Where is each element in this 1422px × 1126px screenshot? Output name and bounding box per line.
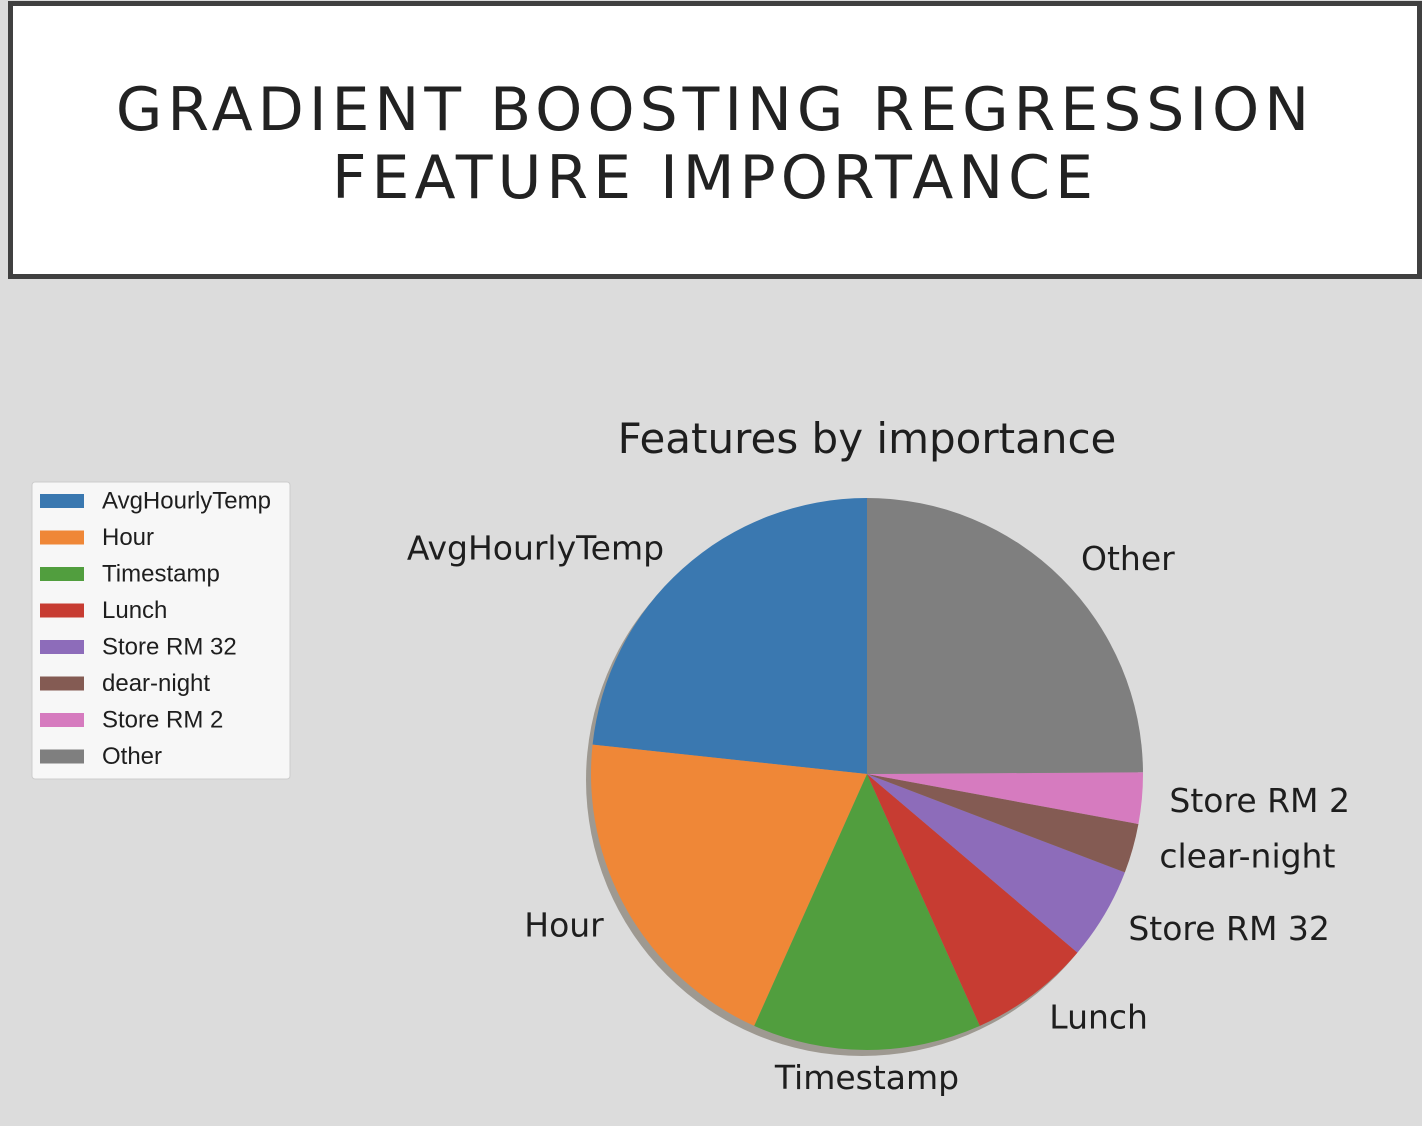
legend-label: Other	[102, 743, 162, 770]
legend-swatch	[40, 494, 84, 508]
legend-label: Hour	[102, 524, 154, 551]
legend-label: AvgHourlyTemp	[102, 488, 271, 515]
pie-label-hour: Hour	[524, 906, 604, 945]
pie-slice-timestamp	[754, 774, 980, 1050]
pie-slice-clear-night	[867, 774, 1139, 873]
legend-item-clear-night: dear-night	[40, 670, 210, 697]
legend-swatch	[40, 530, 84, 545]
legend-item-avghourlytemp: AvgHourlyTemp	[40, 488, 271, 515]
legend-item-other: Other	[40, 743, 162, 770]
legend-item-store-rm-32: Store RM 32	[40, 634, 237, 661]
pie-label-other: Other	[1081, 539, 1175, 578]
chart-title: Features by importance	[618, 414, 1117, 463]
legend-item-lunch: Lunch	[40, 597, 167, 624]
slide-title-line2: FEATURE IMPORTANCE	[332, 143, 1098, 213]
legend-label: Timestamp	[102, 561, 220, 588]
pie-slice-avghourlytemp	[592, 498, 867, 774]
pie-label-lunch: Lunch	[1049, 997, 1148, 1036]
legend-swatch	[40, 640, 84, 654]
pie-label-store-rm-32: Store RM 32	[1128, 909, 1330, 948]
pie-slice-other	[867, 498, 1143, 774]
pie-slice-store-rm-32	[867, 774, 1125, 953]
legend-swatch	[40, 567, 84, 581]
pie-slice-lunch	[867, 774, 1078, 1026]
legend-box	[31, 481, 291, 780]
legend-item-hour: Hour	[40, 524, 154, 551]
legend: AvgHourlyTemp Hour Timestamp Lunch Store RM …	[31, 481, 291, 780]
pie-slices	[591, 498, 1143, 1050]
legend-label: dear-night	[102, 670, 210, 697]
legend-swatch	[40, 603, 84, 618]
legend-swatch	[40, 749, 84, 764]
legend-swatch	[40, 676, 84, 691]
pie-slice-hour	[591, 744, 867, 1026]
legend-label: Store RM 2	[102, 707, 223, 734]
pie-label-avghourlytemp: AvgHourlyTemp	[407, 529, 664, 568]
pie-label-timestamp: Timestamp	[774, 1058, 959, 1097]
slide-title-line1: GRADIENT BOOSTING REGRESSION	[115, 75, 1315, 145]
title-box: GRADIENT BOOSTING REGRESSION FEATURE IMP…	[8, 1, 1422, 279]
pie-label-store-rm-2: Store RM 2	[1169, 781, 1350, 820]
legend-label: Lunch	[102, 597, 167, 624]
legend-label: Store RM 32	[102, 634, 237, 661]
legend-swatch	[40, 713, 84, 727]
pie-labels: AvgHourlyTemp Hour Timestamp Lunch Store RM …	[407, 529, 1350, 1097]
pie-slice-store-rm-2	[867, 772, 1143, 825]
legend-item-timestamp: Timestamp	[40, 561, 220, 588]
legend-item-store-rm-2: Store RM 2	[40, 707, 223, 734]
pie-label-clear-night: clear-night	[1159, 836, 1335, 875]
